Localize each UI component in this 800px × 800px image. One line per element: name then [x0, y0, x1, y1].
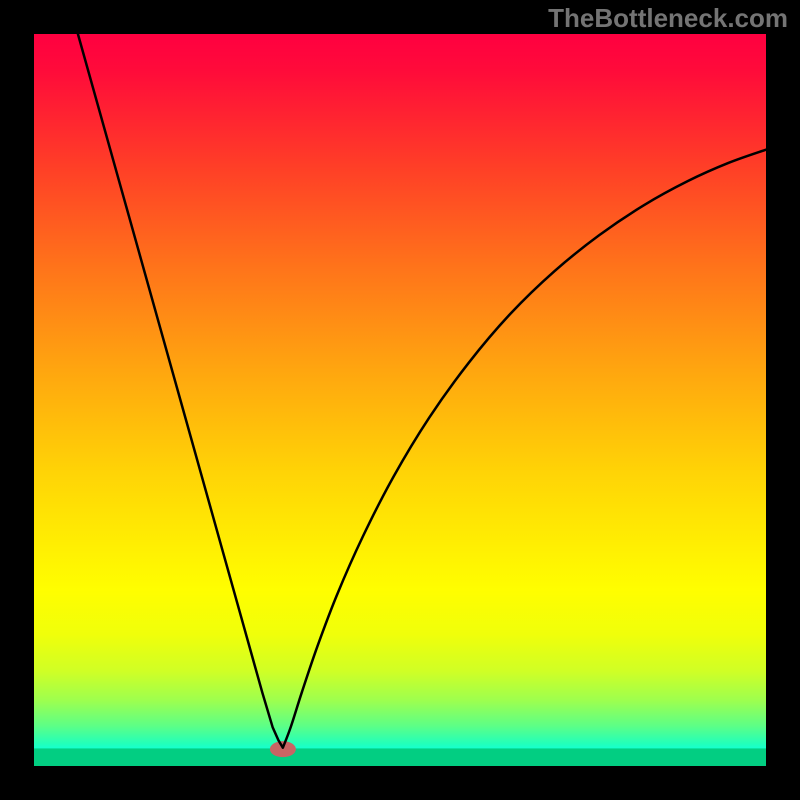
watermark-text: TheBottleneck.com [548, 3, 788, 34]
chart-container: TheBottleneck.com [0, 0, 800, 800]
optimal-marker [270, 741, 296, 757]
bottom-band [34, 748, 766, 766]
bottleneck-chart [34, 34, 766, 766]
plot-background [34, 34, 766, 766]
